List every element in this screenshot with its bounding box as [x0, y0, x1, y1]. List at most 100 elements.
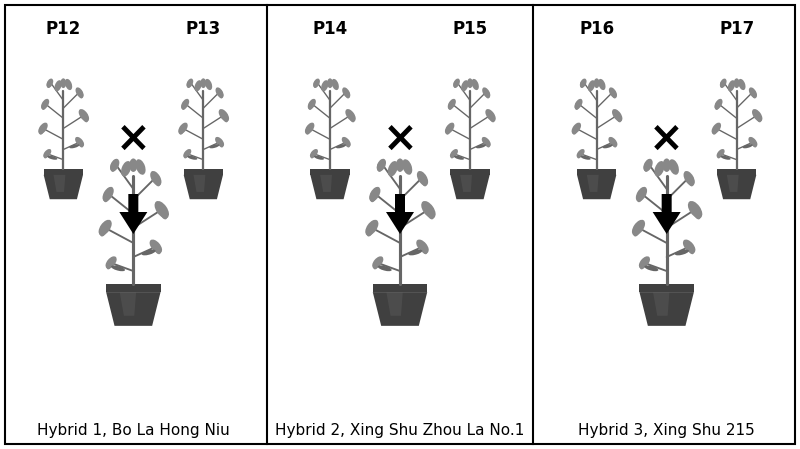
Ellipse shape	[688, 175, 694, 186]
Ellipse shape	[574, 99, 582, 110]
Ellipse shape	[450, 149, 458, 158]
Ellipse shape	[154, 201, 169, 218]
Ellipse shape	[331, 79, 339, 90]
Ellipse shape	[150, 239, 162, 253]
Ellipse shape	[130, 158, 138, 172]
Ellipse shape	[588, 80, 595, 92]
Ellipse shape	[417, 171, 428, 186]
Ellipse shape	[728, 80, 735, 92]
Ellipse shape	[310, 149, 318, 158]
Ellipse shape	[78, 90, 83, 98]
Polygon shape	[54, 175, 66, 192]
Ellipse shape	[669, 159, 679, 175]
Ellipse shape	[643, 163, 650, 172]
Ellipse shape	[154, 175, 161, 186]
Ellipse shape	[222, 113, 228, 122]
Ellipse shape	[370, 191, 376, 202]
Polygon shape	[106, 284, 161, 292]
Ellipse shape	[482, 137, 490, 147]
Ellipse shape	[82, 113, 88, 122]
Ellipse shape	[366, 220, 378, 236]
Ellipse shape	[640, 260, 646, 269]
Ellipse shape	[99, 224, 107, 237]
Ellipse shape	[396, 158, 404, 172]
Ellipse shape	[46, 81, 50, 88]
Ellipse shape	[61, 78, 66, 88]
Ellipse shape	[78, 109, 89, 122]
Ellipse shape	[110, 163, 116, 172]
Ellipse shape	[346, 109, 356, 122]
Ellipse shape	[377, 159, 386, 172]
Ellipse shape	[422, 201, 436, 218]
Ellipse shape	[345, 140, 350, 148]
Text: P13: P13	[186, 20, 221, 38]
Polygon shape	[386, 292, 402, 316]
Ellipse shape	[720, 79, 726, 88]
Ellipse shape	[580, 81, 584, 88]
Polygon shape	[639, 284, 694, 292]
Text: Hybrid 3, Xing Shu 215: Hybrid 3, Xing Shu 215	[578, 423, 755, 439]
Ellipse shape	[369, 187, 381, 202]
Ellipse shape	[44, 151, 49, 158]
Ellipse shape	[485, 140, 490, 148]
Ellipse shape	[448, 99, 456, 110]
Ellipse shape	[738, 79, 746, 90]
Ellipse shape	[218, 140, 223, 148]
Ellipse shape	[580, 79, 586, 88]
Ellipse shape	[485, 90, 490, 98]
Ellipse shape	[454, 156, 464, 160]
Ellipse shape	[426, 206, 434, 220]
Ellipse shape	[717, 151, 722, 158]
Ellipse shape	[336, 144, 346, 148]
Ellipse shape	[342, 88, 350, 98]
Polygon shape	[717, 169, 756, 175]
Ellipse shape	[135, 159, 146, 175]
Ellipse shape	[205, 79, 212, 90]
Ellipse shape	[683, 171, 694, 186]
Ellipse shape	[402, 159, 412, 175]
Ellipse shape	[75, 137, 84, 147]
Ellipse shape	[313, 79, 320, 88]
Ellipse shape	[482, 88, 490, 98]
Ellipse shape	[609, 137, 618, 147]
Polygon shape	[120, 292, 136, 316]
Ellipse shape	[476, 144, 486, 148]
Ellipse shape	[150, 171, 162, 186]
Text: Hybrid 1, Bo La Hong Niu: Hybrid 1, Bo La Hong Niu	[37, 423, 230, 439]
Polygon shape	[106, 292, 161, 326]
Ellipse shape	[39, 126, 44, 135]
Ellipse shape	[688, 201, 702, 218]
Polygon shape	[653, 292, 670, 316]
Ellipse shape	[388, 161, 398, 176]
Ellipse shape	[310, 151, 315, 158]
Ellipse shape	[308, 102, 313, 110]
Ellipse shape	[643, 159, 653, 172]
Ellipse shape	[215, 88, 224, 98]
Ellipse shape	[345, 90, 350, 98]
Text: ×: ×	[116, 118, 150, 160]
Ellipse shape	[633, 224, 640, 237]
Ellipse shape	[75, 88, 84, 98]
Ellipse shape	[609, 88, 617, 98]
Polygon shape	[587, 175, 598, 192]
Ellipse shape	[421, 243, 428, 254]
Text: P12: P12	[46, 20, 81, 38]
Ellipse shape	[734, 78, 739, 88]
Ellipse shape	[110, 159, 119, 172]
Ellipse shape	[41, 99, 49, 110]
Ellipse shape	[121, 161, 131, 176]
Ellipse shape	[416, 239, 429, 253]
Polygon shape	[184, 169, 223, 175]
Ellipse shape	[749, 88, 757, 98]
Ellipse shape	[616, 113, 622, 122]
Ellipse shape	[106, 260, 113, 269]
Ellipse shape	[154, 243, 161, 254]
Ellipse shape	[421, 175, 427, 186]
Ellipse shape	[308, 99, 316, 110]
Polygon shape	[44, 175, 83, 199]
Ellipse shape	[714, 99, 722, 110]
Ellipse shape	[598, 79, 606, 90]
Ellipse shape	[183, 149, 191, 158]
Ellipse shape	[662, 158, 670, 172]
Ellipse shape	[577, 149, 585, 158]
